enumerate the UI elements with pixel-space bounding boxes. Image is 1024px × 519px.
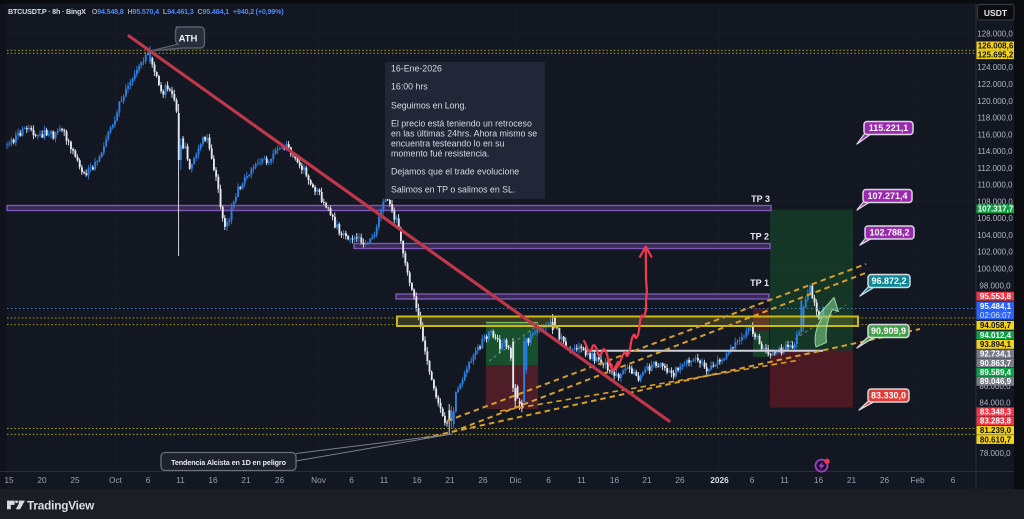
svg-text:93.894,1: 93.894,1 (980, 340, 1012, 349)
svg-text:Nov: Nov (311, 475, 327, 485)
svg-text:6: 6 (146, 475, 151, 485)
svg-text:momento fué resistencia.: momento fué resistencia. (391, 149, 489, 159)
svg-text:6: 6 (349, 475, 354, 485)
svg-text:16-Ene-2026: 16-Ene-2026 (391, 64, 442, 74)
svg-text:102.000,0: 102.000,0 (977, 248, 1013, 257)
svg-text:95.553,8: 95.553,8 (980, 292, 1012, 301)
svg-text:TP 3: TP 3 (751, 194, 770, 204)
svg-text:92.734,1: 92.734,1 (980, 350, 1012, 359)
svg-text:Dejamos que el trade evolucion: Dejamos que el trade evolucione (391, 167, 519, 177)
svg-text:USDT: USDT (984, 8, 1008, 18)
svg-text:83.283,8: 83.283,8 (980, 417, 1012, 426)
svg-text:116.000,0: 116.000,0 (978, 130, 1014, 139)
svg-text:TradingView: TradingView (27, 499, 95, 513)
svg-text:16: 16 (412, 475, 422, 485)
svg-text:78.000,0: 78.000,0 (979, 449, 1011, 458)
svg-text:11: 11 (577, 475, 586, 485)
svg-text:112.000,0: 112.000,0 (978, 164, 1014, 173)
svg-text:95.484,1: 95.484,1 (980, 302, 1012, 311)
svg-text:81.239,0: 81.239,0 (980, 426, 1012, 435)
svg-text:en las últimas 24hrs. Ahora mi: en las últimas 24hrs. Ahora mismo se (391, 129, 537, 139)
svg-text:15: 15 (4, 475, 14, 485)
svg-text:Salimos en TP o salimos en SL.: Salimos en TP o salimos en SL. (391, 185, 515, 195)
svg-text:Tendencia Alcista en 1D en pel: Tendencia Alcista en 1D en peligro (171, 458, 287, 467)
svg-text:89.589,4: 89.589,4 (980, 368, 1012, 377)
svg-text:125.695,2: 125.695,2 (978, 51, 1014, 60)
svg-text:11: 11 (176, 475, 185, 485)
svg-text:126.008,6: 126.008,6 (978, 42, 1014, 51)
svg-text:16: 16 (208, 475, 218, 485)
svg-text:TP 1: TP 1 (750, 278, 769, 288)
svg-text:25: 25 (70, 475, 80, 485)
svg-text:encuentra testeando lo en su: encuentra testeando lo en su (391, 139, 505, 149)
svg-text:26: 26 (478, 475, 488, 485)
svg-text:114.000,0: 114.000,0 (978, 147, 1014, 156)
svg-text:84.000,0: 84.000,0 (979, 399, 1011, 408)
svg-text:2026: 2026 (710, 475, 729, 485)
svg-text:128.000,0: 128.000,0 (977, 30, 1013, 39)
svg-text:102.788,2: 102.788,2 (869, 228, 909, 238)
svg-text:21: 21 (445, 475, 455, 485)
svg-text:83.348,3: 83.348,3 (980, 408, 1012, 417)
svg-text:21: 21 (241, 475, 251, 485)
svg-text:ATH: ATH (179, 34, 198, 45)
svg-text:89.046,9: 89.046,9 (980, 377, 1012, 386)
svg-text:100.000,0: 100.000,0 (977, 265, 1013, 274)
svg-text:107.317,7: 107.317,7 (978, 205, 1014, 214)
svg-text:Dic: Dic (510, 475, 522, 485)
svg-text:El precio está teniendo un ret: El precio está teniendo un retroceso (391, 119, 532, 129)
svg-text:106.000,0: 106.000,0 (977, 214, 1013, 223)
svg-text:11: 11 (780, 475, 789, 485)
svg-text:94.058,7: 94.058,7 (980, 321, 1012, 330)
svg-text:21: 21 (642, 475, 652, 485)
svg-text:110.000,0: 110.000,0 (978, 181, 1014, 190)
svg-text:94.012,4: 94.012,4 (980, 331, 1012, 340)
svg-text:83.330,0: 83.330,0 (871, 391, 906, 401)
svg-text:6: 6 (546, 475, 551, 485)
svg-text:20: 20 (37, 475, 47, 485)
svg-text:124.000,0: 124.000,0 (977, 63, 1013, 72)
svg-text:Oct: Oct (109, 475, 123, 485)
svg-text:96.872,2: 96.872,2 (871, 276, 906, 286)
svg-text:26: 26 (675, 475, 685, 485)
svg-text:16: 16 (814, 475, 824, 485)
svg-text:80.610,7: 80.610,7 (980, 435, 1012, 444)
svg-text:98.000,0: 98.000,0 (979, 281, 1011, 290)
svg-text:6: 6 (951, 475, 956, 485)
svg-text:90.863,7: 90.863,7 (980, 359, 1012, 368)
svg-text:16:00 hrs: 16:00 hrs (391, 82, 428, 92)
svg-text:120.000,0: 120.000,0 (977, 97, 1013, 106)
svg-text:115.221,1: 115.221,1 (869, 123, 909, 133)
svg-text:02:06:07: 02:06:07 (980, 311, 1012, 320)
svg-text:11: 11 (380, 475, 389, 485)
svg-text:16: 16 (610, 475, 620, 485)
svg-text:104.000,0: 104.000,0 (977, 231, 1013, 240)
svg-text:6: 6 (750, 475, 755, 485)
svg-text:TP 2: TP 2 (750, 232, 769, 242)
svg-text:26: 26 (275, 475, 285, 485)
svg-text:86.000,0: 86.000,0 (979, 382, 1011, 391)
svg-text:Seguimos en Long.: Seguimos en Long. (391, 101, 467, 111)
svg-text:90.909,9: 90.909,9 (871, 326, 906, 336)
svg-text:108.000,0: 108.000,0 (977, 197, 1013, 206)
svg-text:107.271,4: 107.271,4 (867, 191, 907, 201)
svg-text:Feb: Feb (910, 475, 925, 485)
svg-text:21: 21 (847, 475, 857, 485)
svg-text:118.000,0: 118.000,0 (978, 114, 1014, 123)
svg-text:122.000,0: 122.000,0 (977, 80, 1013, 89)
svg-text:26: 26 (880, 475, 890, 485)
